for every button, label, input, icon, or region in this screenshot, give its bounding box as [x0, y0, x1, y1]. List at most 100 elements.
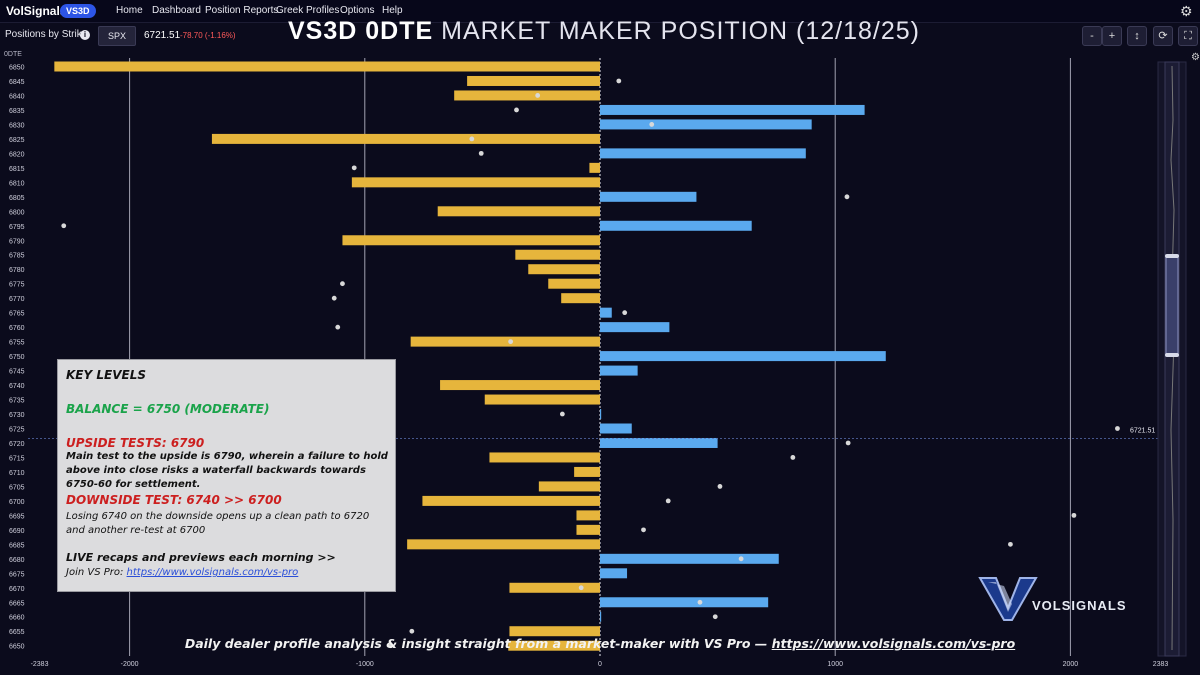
nav-home[interactable]: Home [116, 5, 143, 16]
nav-position-reports[interactable]: Position Reports [205, 5, 279, 16]
dot-6805[interactable] [844, 194, 850, 200]
strike-label: 6685 [9, 542, 25, 549]
bar-6690[interactable] [576, 524, 600, 535]
strike-label: 6665 [9, 600, 25, 607]
info-icon[interactable]: i [80, 30, 90, 40]
bar-6850[interactable] [54, 61, 600, 72]
bar-6710[interactable] [574, 466, 600, 477]
settings-gear-icon[interactable]: ⚙ [1180, 3, 1193, 19]
dot-6700[interactable] [665, 498, 671, 504]
bar-6735[interactable] [484, 394, 600, 405]
brand-logo[interactable]: VolSignals [6, 4, 67, 18]
dot-6825[interactable] [469, 136, 475, 142]
bar-6730[interactable] [600, 409, 602, 420]
dot-6845[interactable] [616, 78, 622, 84]
fullscreen-button[interactable]: ⛶ [1178, 26, 1198, 46]
bar-6750[interactable] [600, 351, 886, 362]
bar-6705[interactable] [538, 481, 600, 492]
fit-vertical-button[interactable]: ↕ [1127, 26, 1147, 46]
zoom-out-button[interactable]: - [1082, 26, 1102, 46]
bar-6670[interactable] [509, 582, 600, 593]
dot-6770[interactable] [331, 295, 337, 301]
dot-6680[interactable] [738, 556, 744, 562]
dot-6705[interactable] [717, 484, 723, 489]
bar-6665[interactable] [600, 597, 769, 608]
dot-6695[interactable] [1071, 512, 1077, 518]
bar-6825[interactable] [211, 133, 601, 144]
dot-6835[interactable] [514, 107, 519, 113]
bar-6715[interactable] [489, 452, 600, 463]
scrollbar-handle-top[interactable] [1165, 254, 1179, 258]
bar-6725[interactable] [600, 423, 632, 434]
bar-6695[interactable] [576, 510, 600, 521]
dot-6665[interactable] [697, 599, 703, 605]
vs3d-badge[interactable]: VS3D [60, 4, 96, 18]
bar-6685[interactable] [407, 539, 600, 550]
bar-6765[interactable] [600, 307, 612, 318]
bar-6660[interactable] [600, 611, 602, 622]
bar-6760[interactable] [600, 322, 670, 333]
strike-label: 6730 [9, 412, 25, 419]
dot-6840[interactable] [535, 93, 541, 98]
dot-6795[interactable] [61, 223, 67, 229]
upside-text: Main test to the upside is 6790, wherein… [66, 451, 388, 490]
bar-6675[interactable] [600, 568, 628, 579]
chart-scrollbar[interactable] [1157, 61, 1187, 657]
bar-6795[interactable] [600, 220, 752, 231]
dot-6765[interactable] [622, 310, 628, 316]
scrollbar-handle-bottom[interactable] [1165, 353, 1179, 357]
v-logo-icon [978, 577, 1038, 621]
nav-options[interactable]: Options [340, 5, 375, 16]
ticker-select[interactable]: SPX [98, 26, 136, 46]
dot-6655[interactable] [409, 628, 415, 634]
scrollbar-thumb[interactable] [1165, 255, 1179, 356]
dot-6660[interactable] [712, 614, 718, 620]
dot-6820[interactable] [478, 150, 484, 156]
zoom-in-button[interactable]: + [1102, 26, 1122, 46]
bar-6790[interactable] [342, 235, 600, 246]
dot-6760[interactable] [335, 324, 341, 330]
dot-6670[interactable] [578, 585, 584, 591]
nav-help[interactable]: Help [382, 5, 403, 16]
bar-6770[interactable] [561, 293, 600, 304]
bar-6655[interactable] [509, 626, 600, 637]
dot-6715[interactable] [790, 455, 796, 460]
nav-greek-profiles[interactable]: Greek Profiles [276, 5, 340, 16]
dot-6685[interactable] [1008, 541, 1013, 547]
bar-6680[interactable] [600, 553, 779, 564]
dot-6775[interactable] [340, 281, 345, 287]
bar-6755[interactable] [410, 336, 600, 347]
bar-6845[interactable] [467, 75, 600, 86]
bar-6720[interactable] [600, 437, 718, 448]
bar-6820[interactable] [600, 148, 806, 159]
dot-6650[interactable] [388, 643, 394, 649]
bar-6800[interactable] [437, 206, 600, 217]
bar-6785[interactable] [515, 249, 600, 260]
refresh-button[interactable]: ⟳ [1153, 26, 1173, 46]
bar-6835[interactable] [600, 104, 865, 115]
bar-6650[interactable] [508, 640, 600, 651]
dot-6725[interactable] [1115, 426, 1120, 431]
side-gear-icon[interactable]: ⚙ [1191, 52, 1200, 63]
bar-6740[interactable] [440, 380, 600, 391]
bar-6810[interactable] [351, 177, 600, 188]
dot-6815[interactable] [351, 165, 357, 171]
bar-6815[interactable] [589, 162, 600, 173]
dot-6755[interactable] [508, 339, 514, 345]
vs-pro-link[interactable]: https://www.volsignals.com/vs-pro [126, 567, 299, 578]
bar-6830[interactable] [600, 119, 812, 130]
bar-6780[interactable] [528, 264, 600, 275]
dot-6720[interactable] [845, 440, 851, 446]
nav-dashboard[interactable]: Dashboard [152, 5, 201, 16]
bar-6805[interactable] [600, 191, 697, 202]
bar-6775[interactable] [548, 278, 600, 289]
bar-6840[interactable] [454, 90, 600, 101]
dot-6690[interactable] [641, 527, 646, 533]
footer-link[interactable]: https://www.volsignals.com/vs-pro [771, 636, 1016, 651]
bar-6745[interactable] [600, 365, 638, 376]
dot-6830[interactable] [649, 122, 655, 127]
x-tick-label: 0 [598, 661, 602, 668]
strike-label: 6675 [9, 571, 25, 578]
dot-6730[interactable] [559, 411, 565, 417]
bar-6700[interactable] [422, 495, 600, 506]
